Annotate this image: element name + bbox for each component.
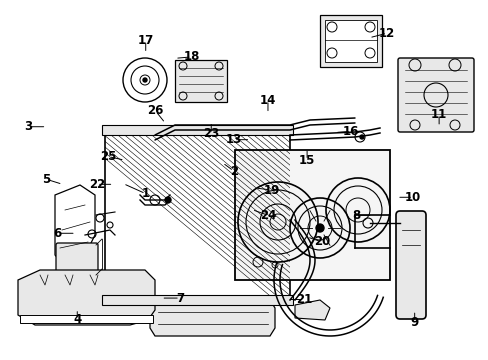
FancyBboxPatch shape bbox=[395, 211, 425, 319]
Text: 12: 12 bbox=[378, 27, 395, 40]
Circle shape bbox=[359, 135, 363, 139]
Text: 10: 10 bbox=[404, 191, 421, 204]
Text: 14: 14 bbox=[259, 94, 276, 107]
Polygon shape bbox=[150, 300, 274, 336]
FancyBboxPatch shape bbox=[56, 243, 98, 277]
Text: 21: 21 bbox=[295, 293, 312, 306]
Bar bbox=[235, 150, 389, 280]
Bar bbox=[319, 15, 381, 67]
Bar bbox=[105, 130, 289, 300]
Text: 4: 4 bbox=[73, 313, 81, 326]
Text: 8: 8 bbox=[351, 209, 359, 222]
Text: 11: 11 bbox=[430, 108, 447, 121]
Text: 13: 13 bbox=[225, 133, 242, 146]
Circle shape bbox=[142, 78, 147, 82]
Text: 17: 17 bbox=[137, 34, 154, 47]
Text: 20: 20 bbox=[313, 235, 329, 248]
Text: 5: 5 bbox=[42, 173, 50, 186]
Text: 15: 15 bbox=[298, 154, 315, 167]
Polygon shape bbox=[294, 300, 329, 320]
Bar bbox=[325, 20, 376, 62]
Text: 22: 22 bbox=[88, 178, 105, 191]
Text: 23: 23 bbox=[203, 127, 219, 140]
Bar bbox=[20, 315, 153, 323]
Text: 7: 7 bbox=[176, 292, 183, 305]
Polygon shape bbox=[18, 270, 155, 325]
Text: 19: 19 bbox=[263, 184, 279, 197]
Polygon shape bbox=[55, 185, 95, 270]
Text: 6: 6 bbox=[54, 227, 61, 240]
Text: 18: 18 bbox=[183, 50, 200, 63]
Text: 2: 2 bbox=[229, 165, 237, 177]
Text: 24: 24 bbox=[259, 209, 276, 222]
Circle shape bbox=[164, 197, 171, 203]
Text: 3: 3 bbox=[24, 120, 32, 133]
Text: 1: 1 bbox=[142, 187, 149, 200]
Text: 26: 26 bbox=[147, 104, 163, 117]
Circle shape bbox=[315, 224, 324, 232]
Bar bbox=[102, 125, 292, 135]
Text: 25: 25 bbox=[100, 150, 117, 163]
FancyBboxPatch shape bbox=[397, 58, 473, 132]
Text: 9: 9 bbox=[410, 316, 418, 329]
Bar bbox=[102, 295, 292, 305]
Text: 16: 16 bbox=[342, 125, 359, 138]
Bar bbox=[175, 60, 226, 102]
